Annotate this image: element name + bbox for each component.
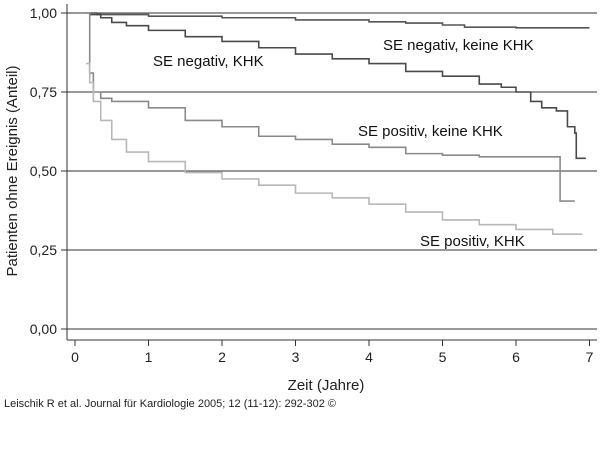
y-tick-label-2: 0,50 — [30, 163, 57, 179]
y-axis-ticks: 0,00 0,25 0,50 0,75 1,00 — [30, 5, 67, 337]
series-line-1 — [89, 13, 586, 160]
x-tick-label-0: 0 — [71, 349, 79, 365]
series-label-2: SE positiv, keine KHK — [358, 123, 503, 140]
x-tick-label-6: 6 — [512, 349, 520, 365]
x-tick-label-5: 5 — [439, 349, 447, 365]
series-label-0: SE negativ, keine KHK — [383, 37, 534, 54]
x-tick-label-4: 4 — [365, 349, 373, 365]
series-label-3: SE positiv, KHK — [420, 233, 525, 250]
y-axis-label: Patienten ohne Ereignis (Anteil) — [4, 66, 21, 277]
series-line-2 — [86, 12, 575, 202]
series-line-3 — [86, 62, 583, 235]
x-axis-ticks: 0 1 2 3 4 5 6 7 — [71, 340, 594, 365]
km-survival-chart: 0 1 2 3 4 5 6 7 0,00 0,25 0,50 0,75 1,00 SE negativ… — [4, 4, 597, 394]
y-tick-label-0: 0,00 — [30, 321, 57, 337]
source-credit: Leischik R et al. Journal für Kardiologi… — [4, 398, 336, 410]
series-line-0 — [86, 12, 590, 29]
x-tick-label-7: 7 — [586, 349, 594, 365]
series-lines — [86, 12, 590, 235]
x-axis-label: Zeit (Jahre) — [288, 377, 365, 394]
x-tick-label-3: 3 — [292, 349, 300, 365]
series-label-1: SE negativ, KHK — [153, 53, 264, 70]
y-tick-label-3: 0,75 — [30, 84, 57, 100]
x-tick-label-1: 1 — [145, 349, 153, 365]
series-labels: SE negativ, keine KHK SE negativ, KHK SE p… — [153, 37, 534, 250]
x-tick-label-2: 2 — [218, 349, 226, 365]
plot-frame — [66, 4, 597, 341]
y-tick-label-1: 0,25 — [30, 242, 57, 258]
y-tick-label-4: 1,00 — [30, 5, 57, 21]
gridlines — [67, 12, 597, 330]
